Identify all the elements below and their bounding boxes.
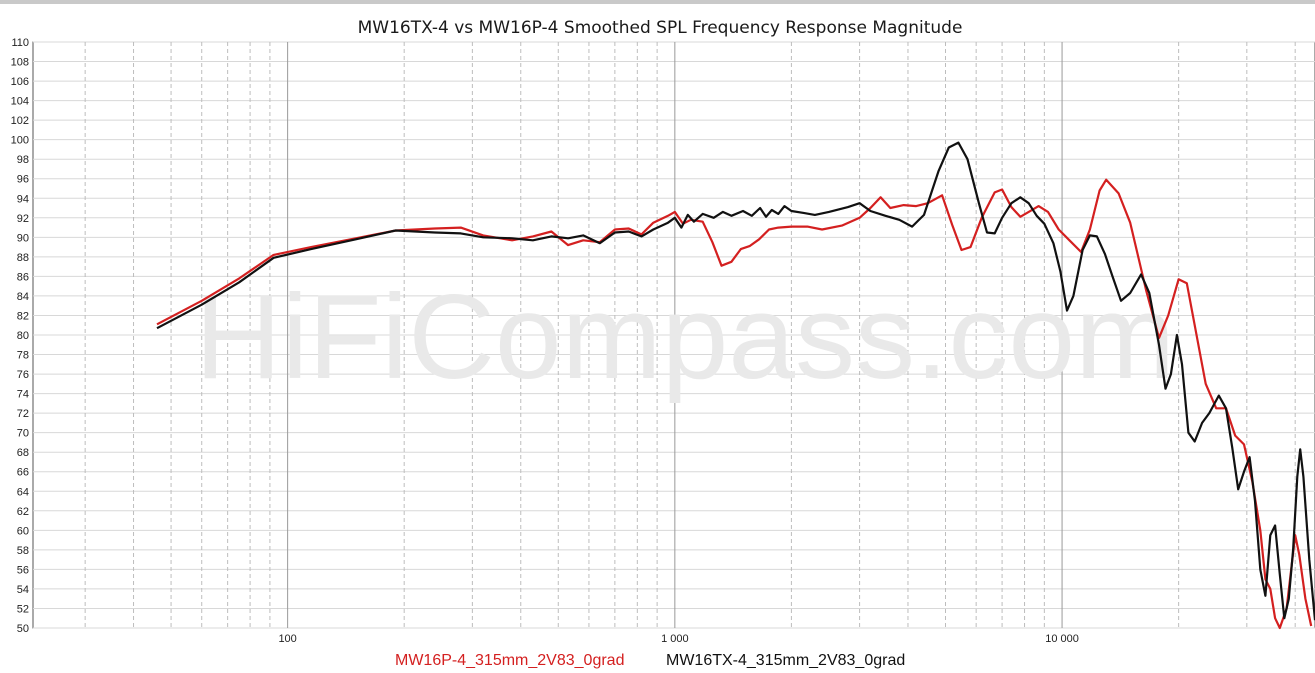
y-tick-label: 94 [17,193,29,205]
y-tick-label: 50 [17,623,29,635]
y-tick-label: 86 [17,271,29,283]
y-tick-label: 100 [11,135,29,147]
y-tick-label: 82 [17,310,29,322]
series-lines [156,141,1315,630]
y-tick-label: 88 [17,252,29,264]
y-tick-label: 66 [17,467,29,479]
y-tick-label: 98 [17,154,29,166]
y-tick-label: 84 [17,291,29,303]
y-tick-label: 108 [11,57,29,69]
y-tick-label: 76 [17,369,29,381]
y-tick-label: 72 [17,408,29,420]
y-tick-label: 62 [17,506,29,518]
series-line-mw16tx [156,141,1315,621]
y-tick-label: 68 [17,447,29,459]
x-tick-label: 10 000 [1045,633,1079,645]
legend-entry-mw16tx: MW16TX-4_315mm_2V83_0grad [666,652,905,669]
chart-title: MW16TX-4 vs MW16P-4 Smoothed SPL Frequen… [358,18,963,38]
y-tick-label: 80 [17,330,29,342]
y-tick-label: 54 [17,584,29,596]
y-tick-label: 90 [17,232,29,244]
watermark-text: HiFiCompass.com [195,270,1175,404]
x-tick-label: 100 [278,633,296,645]
y-tick-label: 74 [17,389,29,401]
y-tick-label: 96 [17,174,29,186]
y-tick-label: 110 [11,37,29,49]
y-tick-label: 78 [17,350,29,362]
x-axis-ticks: 100 1 000 10 000 [278,633,1078,645]
y-tick-label: 102 [11,115,29,127]
legend-entry-mw16p: MW16P-4_315mm_2V83_0grad [395,652,624,669]
legend: MW16P-4_315mm_2V83_0grad MW16TX-4_315mm_… [395,652,905,669]
y-tick-label: 58 [17,545,29,557]
top-border [0,0,1315,4]
y-tick-label: 106 [11,76,29,88]
grid [33,41,1315,629]
y-axis-ticks: 50 52 54 56 58 60 62 64 66 68 70 72 74 76 78 80 82 84 86 88… [11,37,29,635]
y-tick-label: 64 [17,486,29,498]
y-tick-label: 92 [17,213,29,225]
x-tick-label: 1 000 [661,633,689,645]
y-tick-label: 70 [17,428,29,440]
y-tick-label: 104 [11,96,29,108]
y-tick-label: 52 [17,603,29,615]
y-tick-label: 60 [17,525,29,537]
y-tick-label: 56 [17,564,29,576]
